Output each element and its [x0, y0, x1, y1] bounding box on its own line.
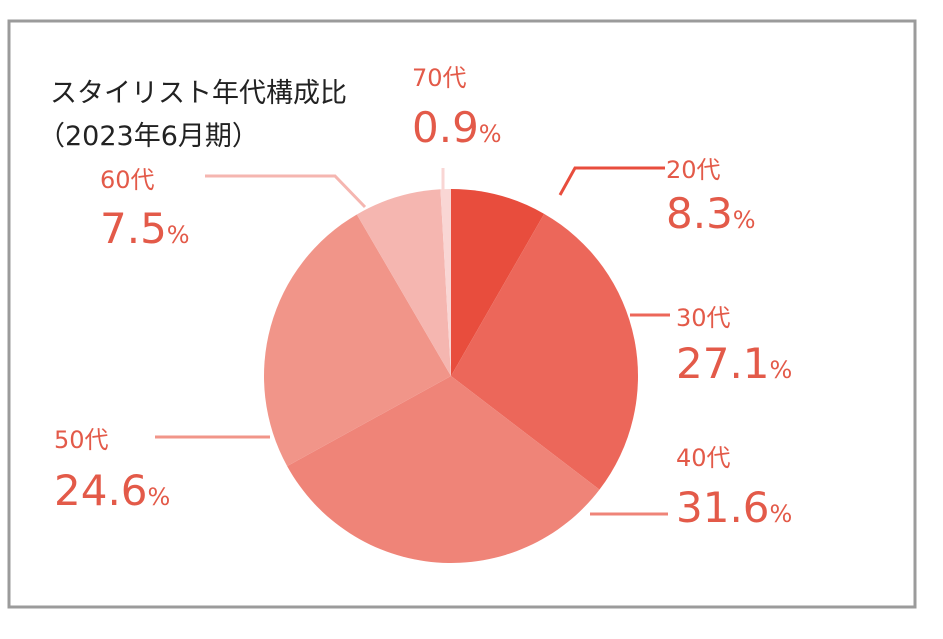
- percent-unit: %: [479, 120, 502, 148]
- pie-slice: [287, 376, 600, 563]
- chart-title: スタイリスト年代構成比: [50, 78, 347, 109]
- slice-category-label: 30代: [676, 304, 731, 332]
- slice-category-label: 40代: [676, 444, 731, 472]
- slice-category-label: 20代: [666, 156, 721, 184]
- percent-unit: %: [770, 500, 793, 528]
- leader-lines: [155, 166, 670, 516]
- percent-unit: %: [733, 206, 756, 234]
- percent-unit: %: [770, 356, 793, 384]
- pie-slice: [356, 189, 451, 376]
- percent-unit: %: [167, 221, 190, 249]
- slice-category-label: 70代: [412, 64, 467, 92]
- slice-value-label: 8.3%: [666, 189, 756, 238]
- pie-slice: [451, 189, 545, 376]
- pie-slice: [451, 213, 639, 490]
- pie-slice: [264, 214, 451, 467]
- chart-subtitle: （2023年6月期）: [38, 121, 259, 152]
- leader-line: [558, 166, 665, 196]
- leader-line: [205, 174, 367, 209]
- pie-slice: [440, 189, 451, 376]
- pie-slices: [264, 189, 639, 563]
- slice-category-label: 60代: [100, 166, 155, 194]
- slice-value-label: 7.5%: [100, 204, 190, 253]
- percent-unit: %: [148, 483, 171, 511]
- slice-category-label: 50代: [54, 426, 109, 454]
